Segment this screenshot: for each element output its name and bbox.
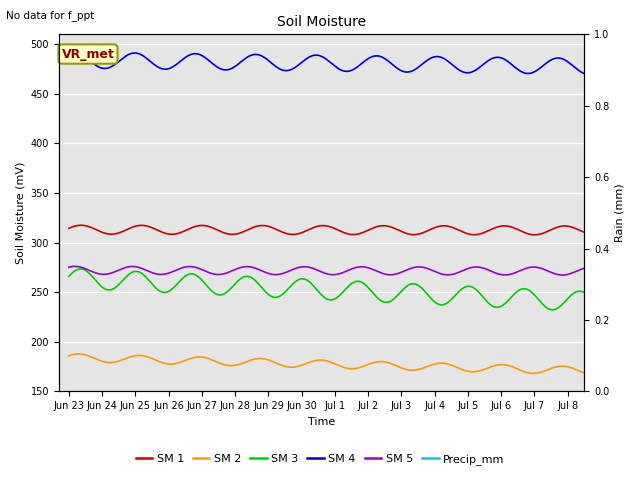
SM 3 [394, 292, 402, 298]
SM 4 [97, 65, 105, 71]
Y-axis label: Soil Moisture (mV): Soil Moisture (mV) [15, 162, 25, 264]
SM 1 [509, 225, 517, 230]
SM 2 [457, 366, 465, 372]
SM 1 [580, 229, 588, 235]
SM 5 [509, 271, 517, 276]
Precip_mm [65, 388, 73, 394]
SM 3 [379, 299, 387, 304]
SM 1 [97, 229, 105, 235]
SM 3 [580, 290, 588, 296]
SM 3 [365, 286, 372, 291]
SM 4 [65, 50, 73, 56]
SM 1 [394, 227, 402, 233]
SM 3 [65, 274, 73, 279]
Line: SM 4: SM 4 [69, 52, 584, 73]
X-axis label: Time: Time [308, 417, 335, 427]
SM 2 [379, 359, 387, 364]
SM 3 [77, 266, 84, 272]
SM 1 [365, 227, 372, 233]
SM 3 [509, 292, 517, 298]
SM 1 [77, 222, 85, 228]
SM 5 [65, 264, 73, 270]
SM 2 [529, 371, 537, 376]
SM 3 [457, 287, 465, 293]
SM 5 [365, 265, 372, 271]
SM 2 [65, 353, 73, 359]
Precip_mm [97, 388, 104, 394]
SM 2 [509, 364, 517, 370]
SM 4 [509, 63, 517, 69]
SM 4 [70, 49, 78, 55]
Y-axis label: Rain (mm): Rain (mm) [615, 183, 625, 242]
SM 1 [65, 226, 73, 231]
Line: SM 5: SM 5 [69, 266, 584, 275]
SM 4 [365, 55, 372, 61]
Line: SM 3: SM 3 [69, 269, 584, 310]
Line: SM 2: SM 2 [69, 354, 584, 373]
SM 4 [394, 66, 402, 72]
SM 2 [75, 351, 83, 357]
SM 3 [97, 283, 105, 289]
Text: VR_met: VR_met [61, 48, 115, 60]
SM 5 [457, 269, 465, 275]
SM 4 [457, 68, 465, 73]
SM 4 [379, 54, 387, 60]
Precip_mm [509, 388, 516, 394]
SM 2 [97, 358, 105, 364]
SM 1 [531, 232, 538, 238]
SM 5 [580, 265, 588, 271]
SM 5 [97, 271, 105, 277]
Legend: SM 1, SM 2, SM 3, SM 4, SM 5, Precip_mm: SM 1, SM 2, SM 3, SM 4, SM 5, Precip_mm [131, 450, 509, 469]
SM 1 [379, 223, 387, 228]
SM 2 [580, 370, 588, 376]
SM 3 [549, 307, 557, 312]
SM 2 [365, 361, 372, 367]
SM 2 [394, 363, 402, 369]
Title: Soil Moisture: Soil Moisture [277, 15, 366, 29]
SM 5 [71, 264, 79, 269]
Line: SM 1: SM 1 [69, 225, 584, 235]
Precip_mm [456, 388, 463, 394]
Precip_mm [394, 388, 401, 394]
Precip_mm [364, 388, 372, 394]
SM 4 [580, 71, 588, 76]
SM 5 [379, 271, 387, 276]
SM 1 [457, 228, 465, 234]
Text: No data for f_ppt: No data for f_ppt [6, 10, 95, 21]
Precip_mm [378, 388, 386, 394]
SM 5 [559, 272, 566, 278]
Precip_mm [580, 388, 588, 394]
SM 5 [394, 271, 402, 276]
